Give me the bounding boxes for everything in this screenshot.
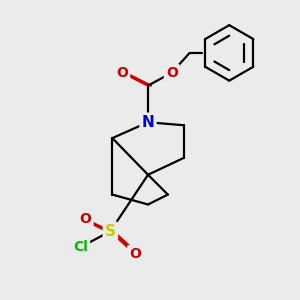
Text: N: N [142,115,154,130]
Text: O: O [116,66,128,80]
Text: Cl: Cl [73,240,88,254]
Text: O: O [166,66,178,80]
Text: O: O [129,247,141,261]
Text: S: S [105,224,116,239]
Text: O: O [80,212,92,226]
